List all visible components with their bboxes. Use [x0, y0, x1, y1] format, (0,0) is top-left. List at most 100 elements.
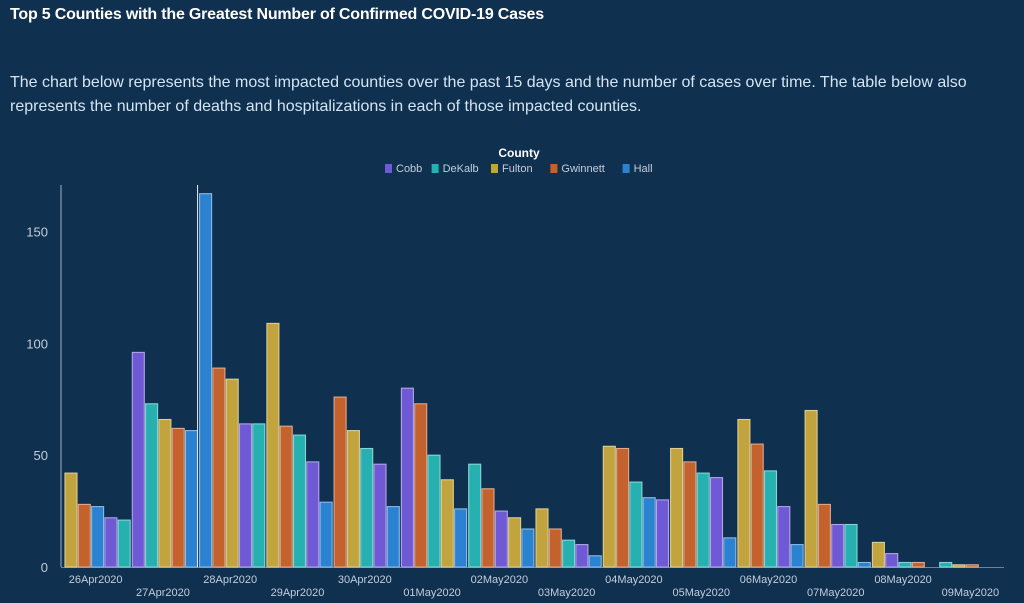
x-tick-label: 09May2020: [942, 587, 1000, 599]
bar-group-26apr2020[interactable]: [64, 472, 131, 568]
bar-gwinnett-30apr2020[interactable]: [333, 396, 347, 568]
bar-group-30apr2020[interactable]: [333, 396, 400, 568]
bar-group-29apr2020[interactable]: [266, 322, 333, 568]
bar-dekalb-30apr2020[interactable]: [360, 447, 374, 568]
bar-fulton-03may2020[interactable]: [535, 508, 549, 568]
bar-gwinnett-08may2020[interactable]: [911, 561, 925, 568]
bar-cobb-02may2020[interactable]: [494, 510, 508, 568]
bar-cobb-05may2020[interactable]: [709, 477, 724, 568]
bar-fulton-04may2020[interactable]: [602, 445, 616, 568]
bar-hall-07may2020[interactable]: [857, 561, 871, 568]
bar-group-01may2020[interactable]: [400, 387, 468, 568]
bar-dekalb-05may2020[interactable]: [696, 472, 710, 568]
bar-dekalb-04may2020[interactable]: [629, 481, 643, 568]
legend[interactable]: County Cobb DeKalb Fulton Gwinnett Hall: [385, 146, 653, 175]
bar-dekalb-01may2020[interactable]: [427, 454, 441, 568]
bar-fulton-02may2020[interactable]: [508, 517, 522, 568]
bar-dekalb-27apr2020[interactable]: [145, 403, 159, 568]
bar-group-06may2020[interactable]: [737, 418, 804, 568]
bar-dekalb-26apr2020[interactable]: [117, 519, 131, 568]
bar-dekalb-09may2020[interactable]: [939, 561, 953, 568]
legend-item-fulton[interactable]: Fulton: [491, 163, 533, 175]
x-tick-label: 02May2020: [471, 574, 529, 586]
bar-hall-04may2020[interactable]: [642, 497, 656, 568]
legend-item-cobb[interactable]: Cobb: [385, 163, 422, 175]
chart-description: The chart below represents the most impa…: [10, 74, 967, 115]
bar-fulton-27apr2020[interactable]: [158, 418, 172, 568]
legend-item-hall[interactable]: Hall: [622, 163, 653, 175]
bar-hall-28apr2020[interactable]: [199, 193, 213, 568]
y-tick-label: 100: [26, 336, 48, 351]
bar-group-08may2020[interactable]: [871, 541, 925, 568]
bar-cobb-29apr2020[interactable]: [306, 461, 320, 568]
x-tick-label: 30Apr2020: [338, 574, 392, 586]
bar-cobb-08may2020[interactable]: [885, 553, 899, 568]
bar-fulton-06may2020[interactable]: [737, 418, 751, 568]
bar-fulton-05may2020[interactable]: [670, 447, 684, 568]
bar-hall-27apr2020[interactable]: [184, 430, 199, 568]
bar-hall-29apr2020[interactable]: [319, 501, 333, 568]
bar-group-27apr2020[interactable]: [131, 351, 199, 568]
bar-fulton-01may2020[interactable]: [440, 479, 454, 568]
legend-swatch: [550, 164, 558, 173]
bar-group-09may2020[interactable]: [939, 561, 979, 568]
legend-item-dekalb[interactable]: DeKalb: [431, 163, 479, 175]
bar-cobb-28apr2020[interactable]: [238, 423, 253, 568]
bar-fulton-30apr2020[interactable]: [346, 430, 360, 568]
bar-dekalb-07may2020[interactable]: [844, 523, 858, 568]
bar-gwinnett-02may2020[interactable]: [481, 488, 495, 568]
bar-hall-06may2020[interactable]: [790, 544, 804, 568]
bar-fulton-07may2020[interactable]: [804, 409, 818, 568]
bar-gwinnett-06may2020[interactable]: [750, 443, 764, 568]
bar-cobb-30apr2020[interactable]: [373, 463, 387, 568]
bar-cobb-06may2020[interactable]: [777, 506, 791, 568]
bar-group-04may2020[interactable]: [602, 445, 670, 568]
bar-gwinnett-04may2020[interactable]: [616, 447, 630, 568]
bar-fulton-08may2020[interactable]: [871, 541, 885, 568]
bar-fulton-29apr2020[interactable]: [266, 322, 280, 568]
bar-cobb-27apr2020[interactable]: [131, 351, 145, 568]
x-tick-label: 05May2020: [672, 587, 730, 599]
bar-gwinnett-03may2020[interactable]: [548, 528, 562, 568]
legend-label: Gwinnett: [561, 163, 604, 175]
bar-hall-30apr2020[interactable]: [386, 506, 400, 568]
bar-gwinnett-05may2020[interactable]: [683, 461, 697, 568]
bar-cobb-01may2020[interactable]: [400, 387, 414, 568]
bar-dekalb-02may2020[interactable]: [468, 463, 482, 568]
bar-hall-05may2020[interactable]: [723, 537, 737, 568]
bar-fulton-28apr2020[interactable]: [225, 378, 239, 568]
bar-hall-02may2020[interactable]: [521, 528, 535, 568]
bar-group-05may2020[interactable]: [670, 447, 737, 568]
bar-fulton-26apr2020[interactable]: [64, 472, 78, 568]
bar-cobb-04may2020[interactable]: [655, 499, 670, 568]
y-tick-label: 150: [26, 225, 48, 240]
bar-dekalb-03may2020[interactable]: [562, 539, 576, 568]
bar-gwinnett-28apr2020[interactable]: [212, 367, 226, 568]
bar-gwinnett-01may2020[interactable]: [414, 403, 428, 568]
bar-dekalb-08may2020[interactable]: [898, 561, 912, 568]
bar-gwinnett-29apr2020[interactable]: [279, 425, 293, 568]
bar-cobb-26apr2020[interactable]: [104, 517, 118, 568]
bar-group-28apr2020[interactable]: [199, 193, 266, 568]
bar-gwinnett-09may2020[interactable]: [965, 564, 979, 568]
bar-group-02may2020[interactable]: [468, 463, 535, 568]
bar-hall-03may2020[interactable]: [588, 555, 602, 568]
bar-group-03may2020[interactable]: [535, 508, 602, 568]
bar-cobb-03may2020[interactable]: [575, 544, 589, 568]
legend-swatch: [385, 164, 392, 173]
legend-item-gwinnett[interactable]: Gwinnett: [550, 163, 605, 175]
bar-gwinnett-07may2020[interactable]: [817, 503, 831, 568]
bar-hall-01may2020[interactable]: [454, 508, 468, 568]
x-tick-label: 07May2020: [807, 587, 865, 599]
bar-dekalb-29apr2020[interactable]: [292, 434, 307, 568]
bar-hall-26apr2020[interactable]: [91, 506, 105, 568]
bar-gwinnett-27apr2020[interactable]: [171, 427, 185, 568]
bar-cobb-07may2020[interactable]: [831, 523, 845, 568]
bar-dekalb-06may2020[interactable]: [763, 470, 778, 568]
x-tick-label: 06May2020: [740, 574, 798, 586]
bar-fulton-09may2020[interactable]: [952, 564, 966, 568]
bar-dekalb-28apr2020[interactable]: [252, 423, 266, 568]
x-tick-label: 04May2020: [605, 574, 663, 586]
bar-group-07may2020[interactable]: [804, 409, 871, 568]
bar-gwinnett-26apr2020[interactable]: [77, 503, 91, 568]
